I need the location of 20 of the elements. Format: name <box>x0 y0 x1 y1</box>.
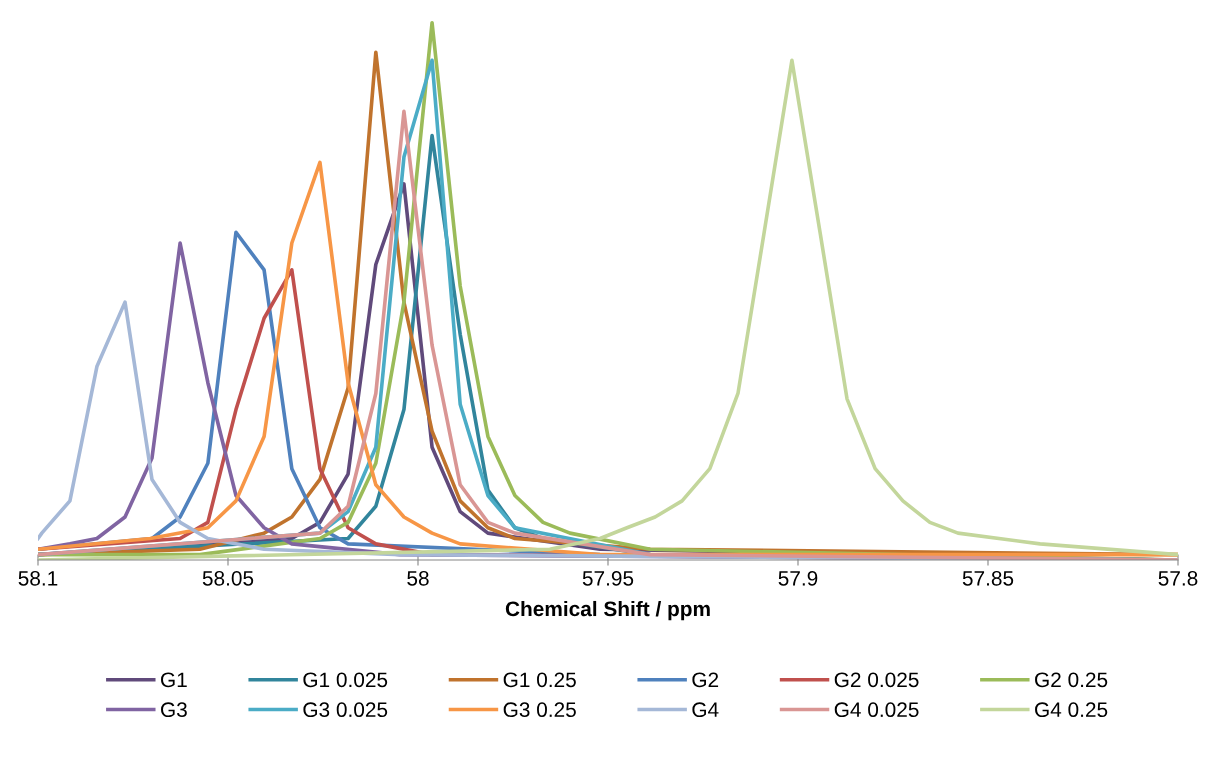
x-tick-label: 58.1 <box>18 570 58 586</box>
legend-label: G4 <box>692 702 719 718</box>
legend-label: G3 <box>161 702 187 718</box>
x-tick-label: 57.9 <box>778 570 818 586</box>
legend-label: G1 0.025 <box>303 672 388 688</box>
legend-label: G3 0.25 <box>503 702 576 718</box>
x-axis-title: Chemical Shift / ppm <box>505 600 710 621</box>
legend-label: G2 0.025 <box>834 672 919 688</box>
x-tick-label: 58 <box>407 570 429 586</box>
legend-label: G4 0.025 <box>834 702 919 718</box>
legend-label: G4 0.25 <box>1035 702 1108 718</box>
legend-label: G3 0.025 <box>303 702 388 718</box>
x-tick-label: 57.8 <box>1158 570 1198 586</box>
legend-label: G2 <box>692 672 719 688</box>
legend-label: G2 0.25 <box>1035 672 1108 688</box>
x-tick-label: 58.05 <box>202 570 254 586</box>
x-tick-label: 57.95 <box>582 570 634 586</box>
x-tick-label: 57.85 <box>962 570 1014 586</box>
legend-label: G1 0.25 <box>503 672 576 688</box>
legend-label: G1 <box>161 672 187 688</box>
